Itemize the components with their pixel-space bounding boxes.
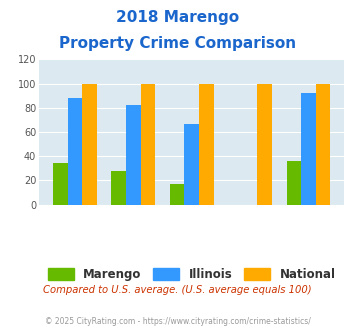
Bar	[141, 83, 155, 205]
Bar	[286, 161, 301, 205]
Text: Compared to U.S. average. (U.S. average equals 100): Compared to U.S. average. (U.S. average …	[43, 285, 312, 295]
Bar	[316, 83, 331, 205]
Bar	[170, 184, 184, 205]
Bar	[53, 163, 67, 205]
Legend: Marengo, Illinois, National: Marengo, Illinois, National	[43, 263, 340, 286]
Bar	[67, 98, 82, 205]
Bar	[301, 93, 316, 205]
Text: © 2025 CityRating.com - https://www.cityrating.com/crime-statistics/: © 2025 CityRating.com - https://www.city…	[45, 317, 310, 326]
Bar	[126, 105, 141, 205]
Bar	[184, 123, 199, 205]
Bar	[111, 171, 126, 205]
Text: 2018 Marengo: 2018 Marengo	[116, 10, 239, 25]
Text: Property Crime Comparison: Property Crime Comparison	[59, 36, 296, 51]
Bar	[199, 83, 214, 205]
Bar	[82, 83, 97, 205]
Bar	[257, 83, 272, 205]
